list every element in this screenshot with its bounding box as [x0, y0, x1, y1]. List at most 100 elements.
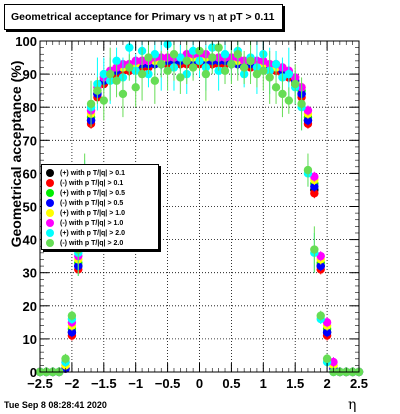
- y-tick-label: 40: [23, 233, 37, 248]
- plot-title-box: Geometrical acceptance for Primary vs η …: [4, 4, 283, 30]
- data-point: [188, 46, 198, 56]
- legend-entry: (+) with p T/|q| > 2.0: [46, 228, 125, 238]
- y-tick-label: 100: [15, 34, 37, 49]
- data-point: [303, 116, 313, 125]
- data-point: [329, 357, 338, 367]
- y-tick-label: 70: [23, 133, 37, 148]
- data-point: [169, 50, 179, 59]
- legend-label: (-) with p T/|q| > 1.0: [60, 219, 124, 227]
- y-tick-label: 0: [30, 365, 37, 380]
- series-7: [35, 41, 364, 377]
- x-tick-label: −1: [128, 376, 143, 391]
- data-point: [195, 46, 204, 56]
- data-point: [316, 311, 325, 320]
- legend-marker: [46, 209, 54, 217]
- x-tick-labels: −2.5 −2 −1.5 −1 −0.5 0 0.5 1 1.5 2 2.5: [27, 376, 368, 391]
- axis-ticks: [39, 40, 360, 373]
- data-point: [259, 66, 268, 75]
- data-point: [176, 53, 185, 62]
- data-point: [252, 69, 262, 79]
- x-tick-label: −0.5: [155, 376, 181, 391]
- y-tick-label: 50: [23, 200, 37, 215]
- legend-label: (+) with p T/|q| > 0.5: [60, 189, 125, 197]
- data-point: [303, 165, 313, 175]
- data-point: [316, 251, 325, 261]
- data-point: [93, 86, 102, 95]
- x-axis-title: η: [348, 397, 357, 413]
- x-tick-label: 1: [260, 376, 267, 391]
- legend-marker: [46, 199, 54, 207]
- data-point: [61, 354, 70, 363]
- legend-label: (-) with p T/|q| > 0.5: [60, 199, 124, 207]
- datestamp: Tue Sep 8 08:28:41 2020: [4, 400, 107, 410]
- data-point: [265, 73, 274, 82]
- data-point: [125, 63, 134, 72]
- data-point: [246, 56, 255, 66]
- data-point: [99, 96, 109, 105]
- legend-label: (+) with p T/|q| > 2.0: [60, 229, 125, 237]
- x-tick-label: 2.5: [350, 376, 368, 391]
- y-axis-title: Geometrical acceptance (%): [8, 60, 24, 248]
- x-tick-label: 1.5: [286, 376, 304, 391]
- legend-marker: [46, 179, 54, 187]
- data-point: [310, 172, 319, 181]
- data-point: [297, 99, 306, 109]
- data-points: [35, 40, 364, 377]
- legend-marker: [46, 239, 54, 247]
- data-point: [310, 189, 319, 198]
- y-tick-label: 60: [23, 166, 37, 181]
- y-tick-label: 10: [23, 332, 37, 347]
- data-point: [208, 53, 217, 62]
- x-tick-label: 0: [196, 376, 203, 391]
- x-tick-label: 2: [323, 376, 330, 391]
- data-point: [284, 96, 294, 105]
- data-point: [214, 43, 223, 52]
- data-point: [310, 245, 319, 254]
- legend-entry: (-) with p T/|q| > 2.0: [46, 238, 123, 248]
- legend-entry: (+) with p T/|q| > 1.0: [46, 208, 125, 218]
- data-point: [284, 69, 294, 79]
- data-point: [86, 99, 96, 109]
- data-point: [322, 328, 332, 337]
- data-point: [310, 182, 319, 191]
- legend-entry: (-) with p T/|q| > 0.1: [46, 178, 123, 188]
- data-point: [239, 63, 249, 72]
- legend-label: (-) with p T/|q| > 0.1: [60, 179, 124, 187]
- x-tick-label: −2.5: [27, 376, 53, 391]
- legend-marker: [46, 229, 54, 237]
- legend-label: (+) with p T/|q| > 0.1: [60, 169, 125, 177]
- data-point: [271, 83, 281, 92]
- data-point: [67, 311, 77, 320]
- data-point: [137, 69, 147, 79]
- y-tick-label: 80: [23, 100, 37, 115]
- data-point: [163, 66, 172, 75]
- data-point: [131, 83, 140, 92]
- data-point: [112, 76, 121, 85]
- data-point: [112, 56, 121, 66]
- legend-label: (+) with p T/|q| > 1.0: [60, 209, 125, 217]
- legend-entry: (+) with p T/|q| > 0.5: [46, 188, 125, 198]
- data-point: [322, 318, 332, 327]
- legend-label: (-) with p T/|q| > 2.0: [60, 239, 124, 247]
- data-point: [322, 354, 332, 363]
- data-point: [291, 79, 300, 89]
- legend-entry: (-) with p T/|q| > 1.0: [46, 218, 123, 228]
- y-tick-label: 30: [23, 266, 37, 281]
- data-point: [144, 53, 153, 62]
- plot-title-symbol: η: [208, 11, 215, 23]
- legend-entry: (-) with p T/|q| > 0.5: [46, 198, 123, 208]
- data-point: [220, 50, 230, 59]
- x-tick-label: 0.5: [222, 376, 240, 391]
- x-tick-label: −1.5: [91, 376, 117, 391]
- data-point: [303, 106, 313, 115]
- legend-marker: [46, 169, 54, 177]
- plot-title-main: Geometrical acceptance for Primary vs: [11, 11, 206, 23]
- y-tick-label: 90: [23, 67, 37, 82]
- data-point: [105, 69, 115, 79]
- data-point: [99, 69, 109, 79]
- y-tick-labels: 0 10 20 30 40 50 60 70 80 90 100: [15, 34, 37, 380]
- legend-marker: [46, 219, 54, 227]
- data-point: [316, 261, 325, 271]
- data-point: [157, 59, 166, 69]
